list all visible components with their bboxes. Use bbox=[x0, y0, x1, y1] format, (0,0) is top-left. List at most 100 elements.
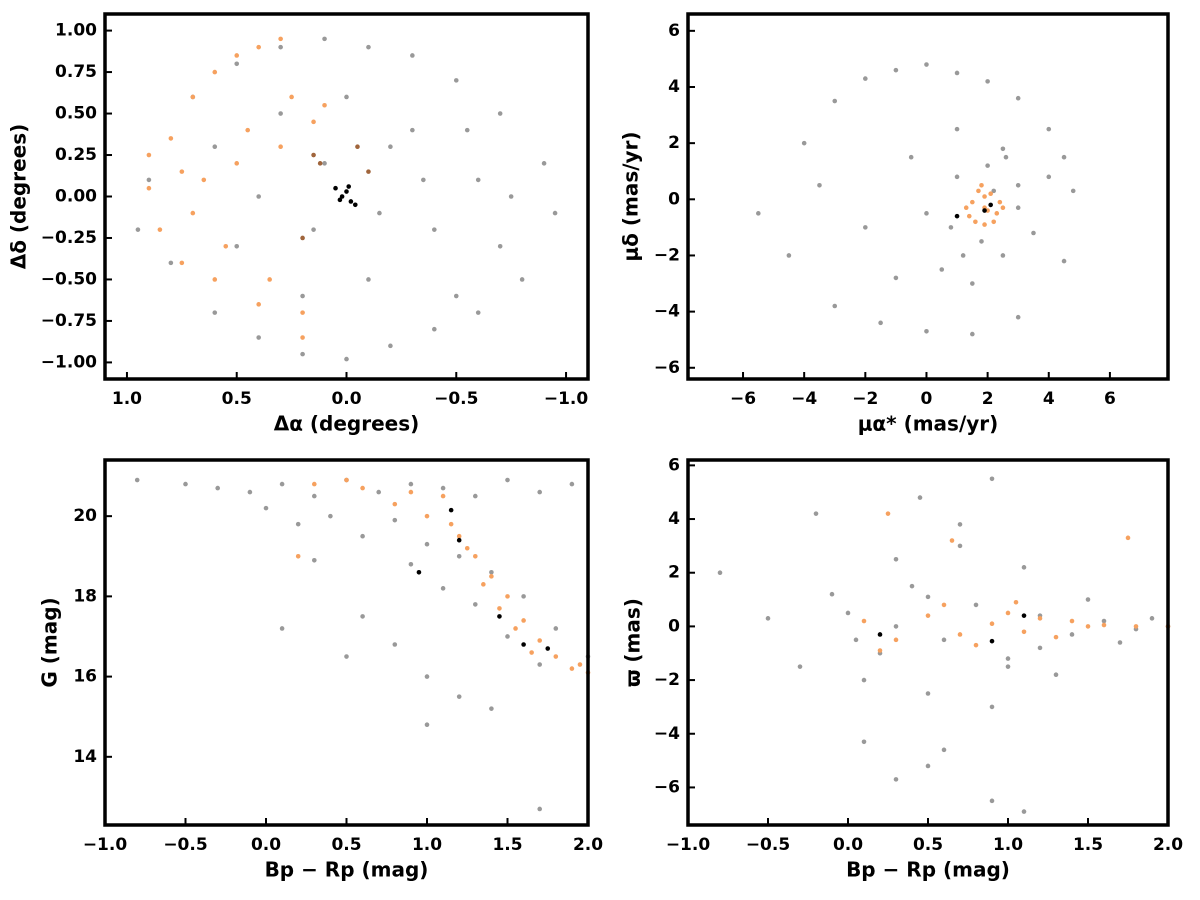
point bbox=[1085, 597, 1091, 602]
point bbox=[312, 481, 317, 487]
point bbox=[168, 136, 174, 141]
point bbox=[1085, 624, 1091, 629]
point bbox=[1053, 672, 1059, 678]
point bbox=[234, 53, 240, 58]
point bbox=[893, 67, 899, 73]
point bbox=[861, 677, 867, 683]
x-tick-label: 0.0 bbox=[251, 835, 281, 855]
point bbox=[135, 227, 141, 232]
point bbox=[473, 602, 478, 607]
point bbox=[957, 522, 963, 527]
point bbox=[256, 44, 261, 50]
point bbox=[985, 79, 990, 84]
panel: −1.0 −0.5 0.0 0.5 1.0 1.5 2.0 14 16 18 20 Bp − Rp (… bbox=[38, 458, 603, 882]
point bbox=[925, 613, 931, 618]
point bbox=[300, 235, 305, 241]
point bbox=[212, 69, 218, 75]
point bbox=[954, 174, 960, 180]
point bbox=[817, 182, 822, 188]
point bbox=[1000, 146, 1006, 152]
point bbox=[289, 94, 294, 100]
point bbox=[245, 127, 251, 133]
point bbox=[893, 557, 899, 562]
point bbox=[481, 582, 486, 587]
point bbox=[1013, 599, 1019, 605]
point bbox=[453, 293, 459, 299]
point bbox=[410, 127, 415, 133]
point bbox=[234, 243, 240, 249]
point bbox=[424, 541, 430, 547]
point bbox=[989, 704, 995, 710]
panel: −6 −4 −2 0 2 4 6 6 4 2 0 −2 −4 −6 μα* (mas/yr) μδ (mas/… bbox=[619, 12, 1170, 436]
panel: 1.0 0.5 0.0 −0.5 −1.0 1.00 0.75 0.50 0.25 0.00 −0.… bbox=[7, 12, 590, 436]
point bbox=[312, 557, 317, 563]
point bbox=[1053, 634, 1059, 640]
point bbox=[508, 194, 514, 199]
point bbox=[339, 194, 345, 199]
x-tick-label: −0.5 bbox=[434, 389, 478, 409]
point bbox=[948, 225, 954, 230]
point bbox=[344, 356, 349, 362]
point bbox=[352, 202, 358, 208]
point bbox=[861, 739, 867, 745]
point bbox=[322, 36, 327, 42]
y-tick-label: 6 bbox=[668, 455, 680, 475]
point bbox=[813, 511, 819, 516]
point bbox=[529, 650, 534, 655]
point bbox=[832, 98, 838, 104]
point bbox=[183, 481, 188, 487]
point bbox=[366, 277, 371, 282]
point bbox=[179, 260, 185, 266]
x-tick-label: 1.0 bbox=[412, 835, 442, 855]
point bbox=[982, 208, 987, 213]
point bbox=[355, 144, 360, 150]
y-tick-label: 0.00 bbox=[55, 187, 97, 207]
point bbox=[863, 76, 868, 81]
point bbox=[456, 533, 462, 539]
point bbox=[448, 507, 454, 513]
point bbox=[960, 253, 966, 258]
y-tick-label: 18 bbox=[73, 586, 97, 606]
point bbox=[311, 227, 316, 232]
point bbox=[388, 144, 393, 150]
x-tick-label: 2 bbox=[982, 389, 994, 409]
y-tick-label: 0.25 bbox=[55, 145, 97, 165]
point bbox=[829, 591, 835, 597]
point bbox=[577, 662, 583, 667]
point bbox=[541, 161, 547, 166]
point bbox=[408, 561, 414, 567]
point bbox=[456, 694, 462, 699]
axes-frame bbox=[103, 458, 590, 827]
y-tick-label: 0.75 bbox=[55, 62, 97, 82]
point bbox=[190, 94, 196, 100]
x-tick-label: −1.0 bbox=[544, 389, 589, 409]
point bbox=[146, 152, 152, 158]
x-tick-label: 0.5 bbox=[331, 835, 361, 855]
axes-frame bbox=[686, 12, 1170, 381]
point bbox=[190, 210, 196, 216]
y-tick-label: −4 bbox=[654, 302, 680, 322]
point bbox=[424, 722, 430, 728]
point bbox=[966, 213, 972, 219]
y-tick-label: 0 bbox=[668, 189, 680, 209]
point bbox=[537, 489, 542, 495]
point bbox=[505, 477, 510, 483]
x-tick-label: 4 bbox=[1043, 389, 1055, 409]
point bbox=[456, 537, 462, 543]
x-tick-label: 1.0 bbox=[993, 835, 1023, 855]
point bbox=[473, 553, 478, 559]
point bbox=[464, 127, 470, 133]
point bbox=[893, 777, 899, 782]
point bbox=[300, 293, 305, 299]
point bbox=[344, 189, 349, 194]
point bbox=[278, 36, 283, 42]
point bbox=[765, 616, 771, 621]
point bbox=[179, 169, 185, 174]
x-axis-label: Δα (degrees) bbox=[274, 412, 420, 436]
point bbox=[970, 331, 975, 337]
point bbox=[893, 275, 899, 281]
point bbox=[1005, 664, 1011, 669]
point bbox=[421, 177, 426, 183]
point bbox=[545, 646, 551, 651]
